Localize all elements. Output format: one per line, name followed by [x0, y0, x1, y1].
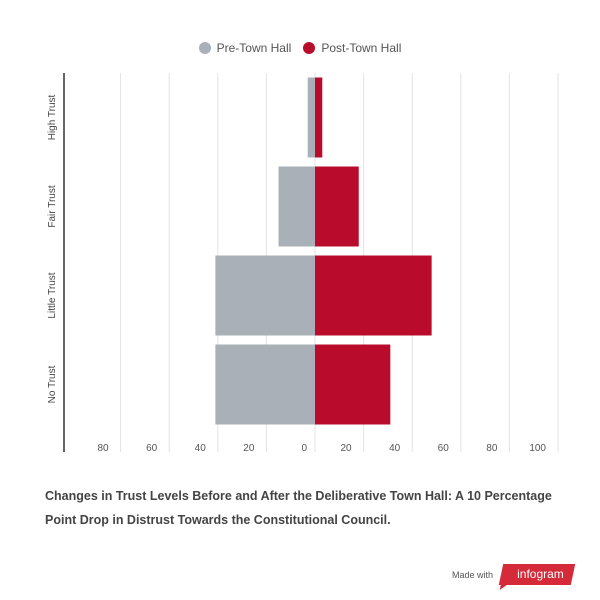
x-tick-label: 0 — [301, 443, 307, 454]
x-tick-label: 20 — [340, 443, 352, 454]
legend-swatch-pre — [198, 42, 211, 54]
x-tick-label: 80 — [486, 443, 498, 454]
legend-swatch-post — [303, 42, 316, 54]
category-label: High Trust — [47, 94, 58, 140]
category-label: Fair Trust — [47, 185, 58, 227]
x-tick-label: 60 — [438, 443, 450, 454]
legend-label-pre: Pre-Town Hall — [216, 41, 292, 55]
category-label: No Trust — [47, 365, 58, 403]
bar-post-fair-trust — [315, 166, 359, 247]
x-tick-label: 60 — [146, 443, 158, 454]
legend-item-post[interactable]: Post-Town Hall — [303, 41, 401, 55]
x-tick-label: 100 — [529, 443, 546, 454]
legend-label-post: Post-Town Hall — [321, 41, 402, 55]
made-with-label: Made with — [452, 569, 494, 580]
bar-post-no-trust — [315, 344, 391, 425]
legend-item-pre[interactable]: Pre-Town Hall — [198, 41, 292, 55]
x-tick-label: 40 — [389, 443, 401, 454]
chart-caption: Changes in Trust Levels Before and After… — [45, 489, 552, 527]
footer-branding: Made with infogram — [452, 564, 575, 585]
bar-post-little-trust — [315, 255, 432, 336]
x-tick-label: 80 — [97, 443, 109, 454]
x-tick-label: 20 — [243, 443, 255, 454]
infogram-logo-text: infogram — [517, 567, 564, 581]
bar-pre-high-trust — [307, 77, 315, 158]
category-label: Little Trust — [47, 272, 58, 318]
chart-legend: Pre-Town Hall Post-Town Hall — [0, 41, 600, 55]
bar-pre-fair-trust — [278, 166, 315, 247]
bar-pre-little-trust — [215, 255, 315, 336]
infogram-logo[interactable]: infogram — [498, 564, 575, 585]
x-tick-label: 40 — [195, 443, 207, 454]
bar-post-high-trust — [315, 77, 323, 158]
bar-pre-no-trust — [215, 344, 315, 425]
